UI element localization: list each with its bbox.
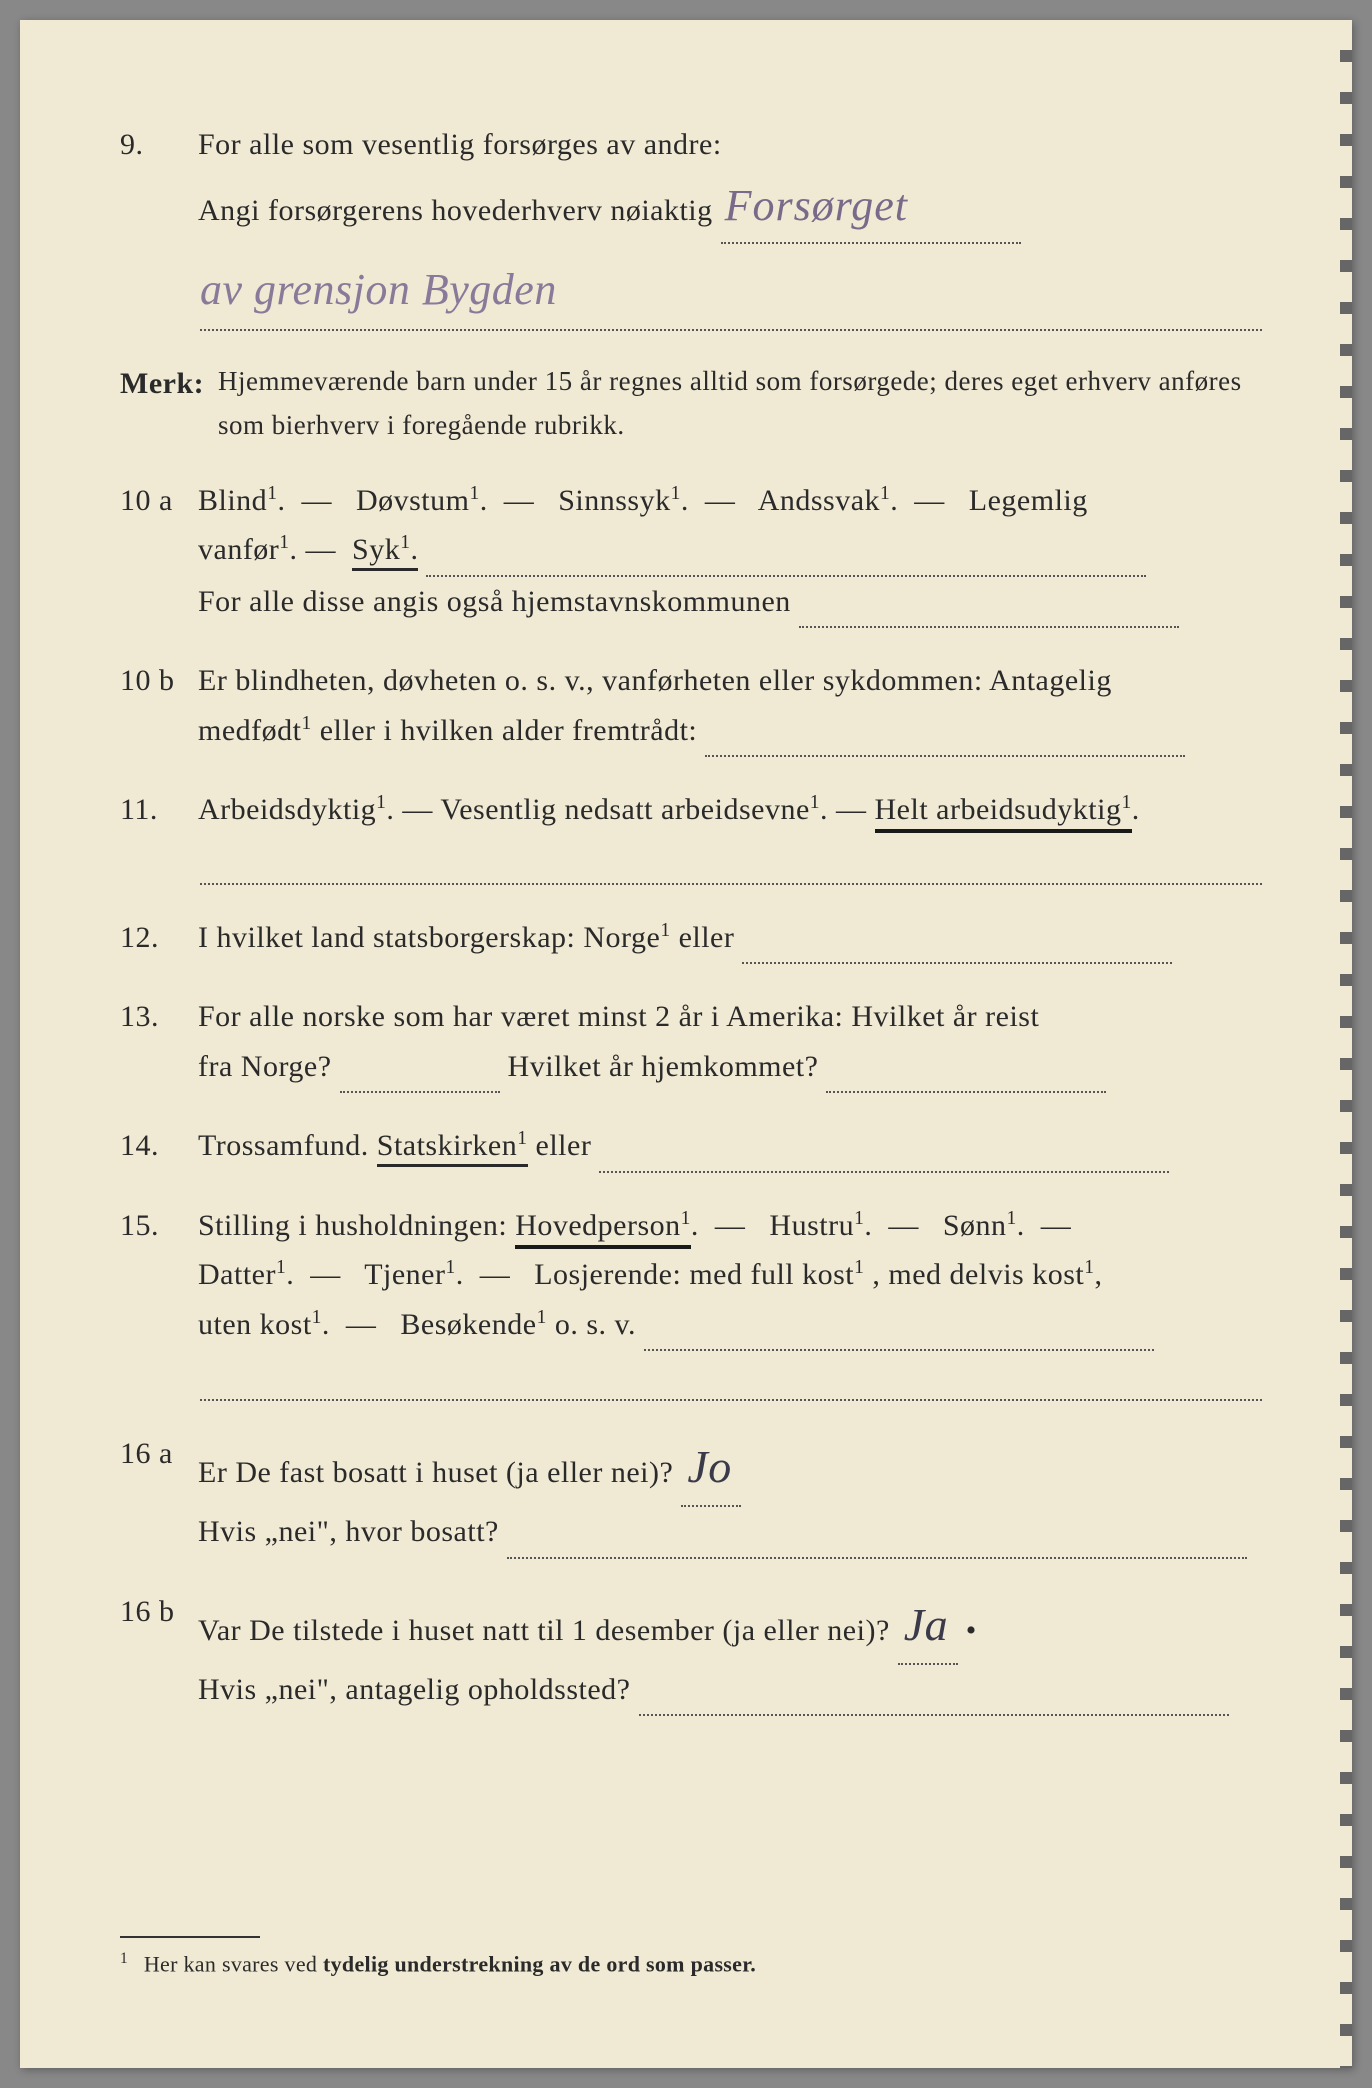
q14-number: 14. (120, 1121, 190, 1171)
q10a-line3: For alle disse angis også hjemstavnskomm… (198, 585, 791, 618)
question-12: 12. I hvilket land statsborgerskap: Norg… (120, 913, 1262, 965)
q16a-text1: Er De fast bosatt i huset (ja eller nei)… (198, 1456, 673, 1489)
q10a-opt4: Andssvak (758, 484, 880, 517)
q15-prefix: Stilling i husholdningen: (198, 1209, 515, 1242)
q16b-answer: Ja (898, 1587, 958, 1665)
q12-blank (742, 913, 1172, 965)
question-10a: 10 a Blind1. — Døvstum1. — Sinnssyk1. — … (120, 476, 1262, 629)
q15-blank-line (200, 1371, 1262, 1401)
q10a-syk-underlined: Syk1. (352, 533, 418, 571)
q13-blank1 (340, 1042, 500, 1094)
q13-text2a: fra Norge? (198, 1050, 332, 1083)
q16a-number: 16 a (120, 1429, 190, 1479)
q10a-opt3: Sinnssyk (558, 484, 670, 517)
question-13: 13. For alle norske som har været minst … (120, 992, 1262, 1093)
question-14: 14. Trossamfund. Statskirken1 eller (120, 1121, 1262, 1173)
q10b-number: 10 b (120, 656, 190, 706)
q16b-text2: Hvis „nei", antagelig opholdssted? (198, 1673, 631, 1706)
q10a-blank (426, 525, 1146, 577)
q11-opt2: Vesentlig nedsatt arbeidsevne (440, 793, 809, 826)
q13-text2b: Hvilket år hjemkommet? (508, 1050, 819, 1083)
merk-text: Hjemmeværende barn under 15 år regnes al… (218, 359, 1260, 448)
q16a-answer: Jo (681, 1429, 741, 1507)
footnote-pre: Her kan svares ved (144, 1951, 323, 1976)
q9-handwriting-1: Forsørget (721, 170, 1021, 245)
merk-label: Merk: (120, 359, 210, 409)
document-page: 9. For alle som vesentlig forsørges av a… (20, 20, 1352, 2068)
q13-blank2 (826, 1042, 1106, 1094)
q14-text1: Trossamfund. (198, 1129, 377, 1162)
q10b-text2a: medfødt (198, 714, 301, 747)
q10b-text2b: eller i hvilken alder fremtrådt: (320, 714, 698, 747)
q12-number: 12. (120, 913, 190, 963)
q16b-blank (639, 1665, 1229, 1717)
question-10b: 10 b Er blindheten, døvheten o. s. v., v… (120, 656, 1262, 757)
q10b-blank (705, 706, 1185, 758)
q9-line1: For alle som vesentlig forsørges av andr… (198, 128, 722, 161)
q15-line2c: Losjerende: med full kost (534, 1258, 854, 1291)
q10a-opt5: Legemlig (969, 484, 1088, 517)
q10a-line2a: vanfør (198, 533, 279, 566)
q15-line2d: , med delvis kost (872, 1258, 1084, 1291)
footnote-rule (120, 1936, 260, 1938)
q15-line3b: Besøkende (400, 1308, 536, 1341)
q15-hovedperson-underlined: Hovedperson1 (515, 1209, 691, 1249)
q14-statskirken-underlined: Statskirken1 (377, 1129, 528, 1167)
q11-number: 11. (120, 785, 190, 835)
q10a-opt2: Døvstum (356, 484, 470, 517)
q15-line3c: o. s. v. (555, 1308, 636, 1341)
q16a-text2: Hvis „nei", hvor bosatt? (198, 1515, 499, 1548)
q11-opt1: Arbeidsdyktig (198, 793, 376, 826)
question-16a: 16 a Er De fast bosatt i huset (ja eller… (120, 1429, 1262, 1558)
q16a-blank (507, 1507, 1247, 1559)
q16b-number: 16 b (120, 1587, 190, 1637)
q10b-text1: Er blindheten, døvheten o. s. v., vanfør… (198, 664, 1112, 697)
question-11: 11. Arbeidsdyktig1. — Vesentlig nedsatt … (120, 785, 1262, 885)
q15-blank (644, 1300, 1154, 1352)
question-15: 15. Stilling i husholdningen: Hovedperso… (120, 1201, 1262, 1402)
q10a-opt1: Blind (198, 484, 267, 517)
q9-line2-prefix: Angi forsørgerens hovederhverv nøiaktig (198, 194, 713, 227)
q9-handwriting-2: av grensjon Bygden (200, 254, 1262, 331)
q9-number: 9. (120, 120, 190, 170)
q14-suffix: eller (536, 1129, 592, 1162)
q15-opt3: Sønn (943, 1209, 1007, 1242)
q15-number: 15. (120, 1201, 190, 1251)
q15-line2b: Tjener (364, 1258, 445, 1291)
q11-blank-line (200, 855, 1262, 885)
q15-opt2: Hustru (769, 1209, 854, 1242)
q14-blank (599, 1121, 1169, 1173)
footnote: 1 Her kan svares ved tydelig understrekn… (120, 1950, 1262, 1977)
q13-number: 13. (120, 992, 190, 1042)
footnote-marker: 1 (120, 1950, 128, 1967)
question-16b: 16 b Var De tilstede i huset natt til 1 … (120, 1587, 1262, 1716)
q12-suffix: eller (679, 921, 735, 954)
q16b-text1: Var De tilstede i huset natt til 1 desem… (198, 1614, 890, 1647)
q15-line2a: Datter (198, 1258, 276, 1291)
merk-note: Merk: Hjemmeværende barn under 15 år reg… (120, 359, 1262, 448)
question-9: 9. For alle som vesentlig forsørges av a… (120, 120, 1262, 331)
q12-text: I hvilket land statsborgerskap: Norge (198, 921, 660, 954)
perforated-edge (1340, 20, 1352, 2068)
q13-text1: For alle norske som har været minst 2 år… (198, 1000, 1039, 1033)
q10a-number: 10 a (120, 476, 190, 526)
q11-opt3-underlined: Helt arbeidsudyktig1 (875, 793, 1132, 833)
q15-line3a: uten kost (198, 1308, 312, 1341)
q10a-blank2 (799, 577, 1179, 629)
footnote-bold: tydelig understrekning av de ord som pas… (323, 1951, 756, 1976)
